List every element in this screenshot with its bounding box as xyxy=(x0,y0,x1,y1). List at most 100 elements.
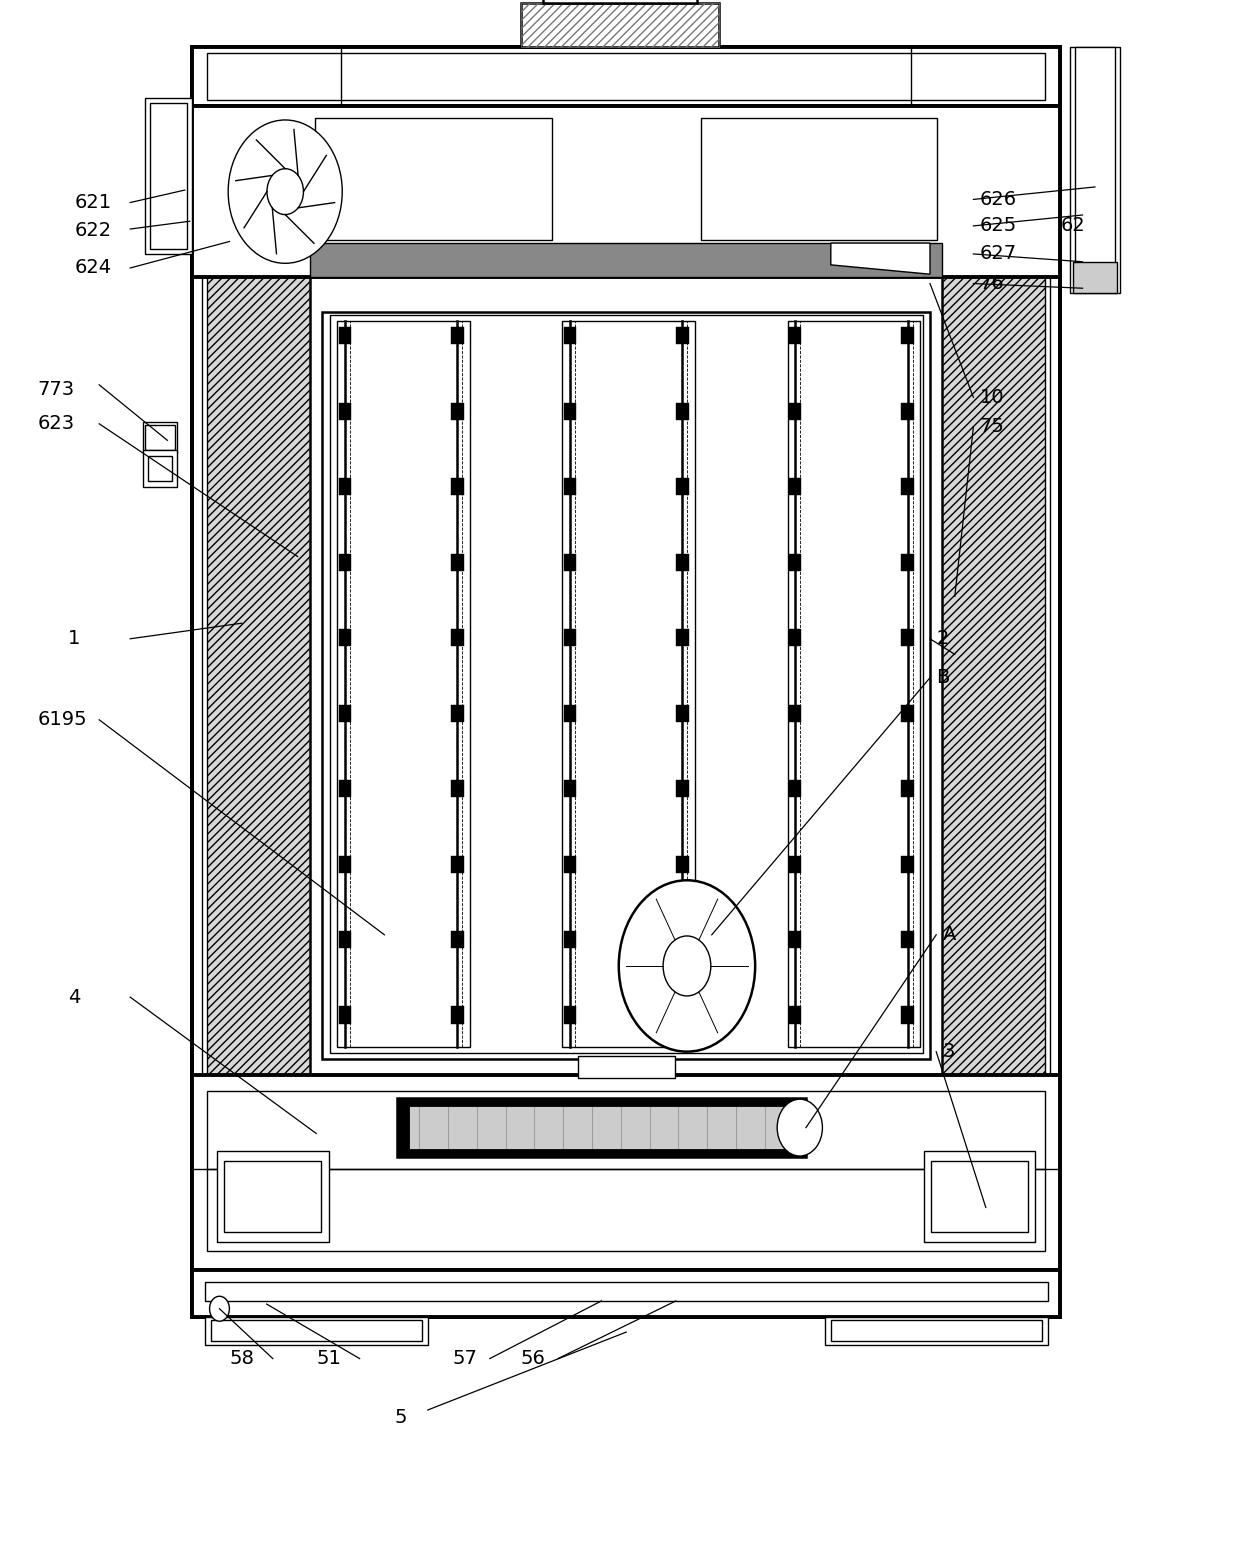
Bar xyxy=(825,1317,1048,1345)
Bar xyxy=(942,106,1060,277)
Bar xyxy=(451,781,464,798)
Bar xyxy=(676,629,688,647)
Bar xyxy=(901,402,914,419)
Bar xyxy=(701,118,937,240)
Bar xyxy=(337,321,470,1047)
Bar xyxy=(339,1006,351,1024)
Bar xyxy=(1073,262,1117,293)
Bar xyxy=(192,47,1060,1317)
Bar xyxy=(310,106,942,246)
Bar xyxy=(676,478,688,495)
Bar xyxy=(451,1006,464,1024)
Bar xyxy=(901,629,914,647)
Bar xyxy=(676,327,688,344)
Bar xyxy=(521,3,719,47)
Bar xyxy=(192,47,1060,106)
Text: B: B xyxy=(936,668,950,687)
Bar xyxy=(564,932,577,949)
Circle shape xyxy=(619,880,755,1052)
Bar xyxy=(315,118,552,240)
Bar xyxy=(339,553,351,570)
Bar xyxy=(310,243,942,277)
Bar xyxy=(564,629,577,647)
Text: 3: 3 xyxy=(942,1042,955,1061)
Circle shape xyxy=(210,1296,229,1321)
Text: 51: 51 xyxy=(316,1349,341,1368)
Bar xyxy=(564,553,577,570)
Bar xyxy=(901,855,914,872)
Text: 626: 626 xyxy=(980,190,1017,209)
Bar xyxy=(676,932,688,949)
Text: 6195: 6195 xyxy=(37,710,87,729)
Bar xyxy=(924,1151,1035,1242)
Bar xyxy=(207,53,1045,100)
Bar xyxy=(145,98,192,254)
Bar xyxy=(676,704,688,721)
Text: 58: 58 xyxy=(229,1349,254,1368)
Bar xyxy=(789,1006,801,1024)
Bar xyxy=(339,704,351,721)
Bar xyxy=(339,327,351,344)
Bar xyxy=(543,0,697,3)
Bar xyxy=(339,629,351,647)
Bar xyxy=(451,553,464,570)
Bar xyxy=(451,478,464,495)
Bar xyxy=(339,781,351,798)
Bar xyxy=(339,855,351,872)
Bar xyxy=(942,277,1045,1075)
Text: 2: 2 xyxy=(936,629,949,648)
Bar xyxy=(676,855,688,872)
Bar xyxy=(211,1320,422,1341)
Circle shape xyxy=(777,1100,822,1156)
Bar xyxy=(451,629,464,647)
Bar xyxy=(451,402,464,419)
Bar xyxy=(224,1161,321,1232)
Bar xyxy=(192,1075,1060,1270)
Bar xyxy=(901,932,914,949)
Bar xyxy=(789,327,801,344)
Bar xyxy=(205,1317,428,1345)
Circle shape xyxy=(228,120,342,263)
Bar xyxy=(143,422,177,453)
Bar xyxy=(931,1161,1028,1232)
Bar xyxy=(207,1091,1045,1251)
Text: 57: 57 xyxy=(453,1349,477,1368)
Text: A: A xyxy=(942,925,956,944)
Bar xyxy=(789,402,801,419)
Bar xyxy=(789,478,801,495)
Bar xyxy=(397,1098,806,1158)
Bar xyxy=(564,327,577,344)
Bar xyxy=(787,321,920,1047)
Bar xyxy=(564,855,577,872)
Bar xyxy=(901,327,914,344)
Bar xyxy=(789,704,801,721)
Bar xyxy=(150,103,187,249)
Bar xyxy=(451,932,464,949)
Bar xyxy=(901,1006,914,1024)
Bar xyxy=(143,450,177,488)
Bar xyxy=(676,1006,688,1024)
Bar xyxy=(1075,47,1115,287)
Text: 621: 621 xyxy=(74,193,112,212)
Bar xyxy=(451,327,464,344)
Bar xyxy=(676,402,688,419)
Bar xyxy=(145,425,175,450)
Bar xyxy=(901,553,914,570)
Bar xyxy=(339,402,351,419)
Bar xyxy=(564,402,577,419)
Bar xyxy=(676,781,688,798)
Bar xyxy=(789,932,801,949)
Bar xyxy=(831,1320,1042,1341)
Text: 62: 62 xyxy=(1060,217,1085,235)
Bar xyxy=(578,1056,675,1078)
Bar xyxy=(451,855,464,872)
Bar xyxy=(789,553,801,570)
Bar xyxy=(451,704,464,721)
Text: 625: 625 xyxy=(980,217,1017,235)
Text: 1: 1 xyxy=(68,629,81,648)
Bar xyxy=(676,553,688,570)
Bar xyxy=(564,781,577,798)
Bar xyxy=(217,1151,329,1242)
Bar xyxy=(521,3,719,47)
Bar xyxy=(564,1006,577,1024)
